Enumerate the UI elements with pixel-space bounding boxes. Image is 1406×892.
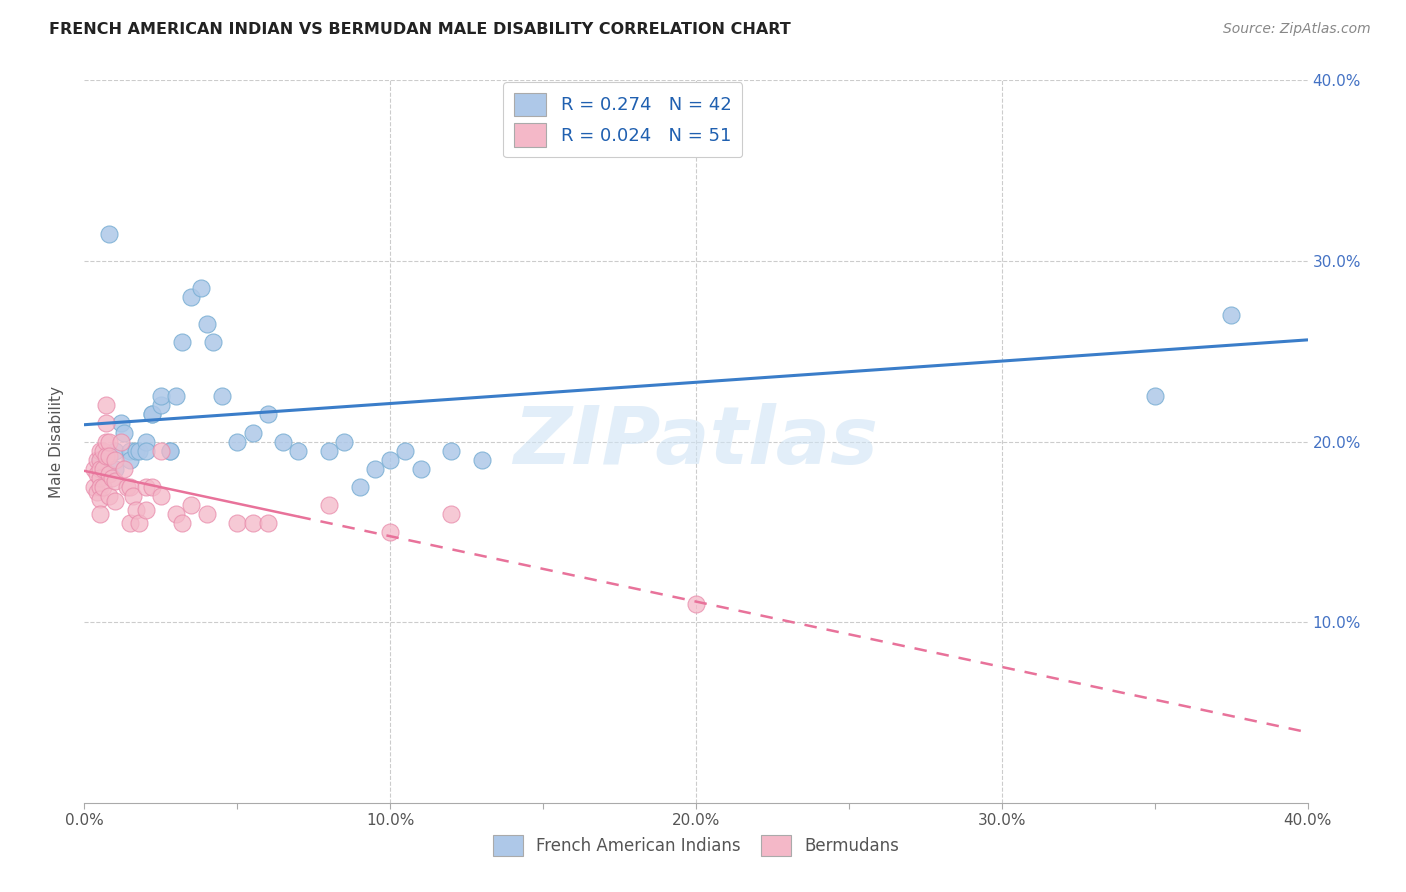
- Point: [141, 480, 163, 494]
- Point: [165, 389, 187, 403]
- Point: [120, 480, 142, 494]
- Point: [104, 452, 127, 467]
- Point: [97, 449, 120, 463]
- Point: [201, 335, 224, 350]
- Point: [364, 461, 387, 475]
- Point: [141, 408, 163, 422]
- Text: ZIPatlas: ZIPatlas: [513, 402, 879, 481]
- Point: [135, 434, 157, 449]
- Point: [685, 136, 707, 151]
- Point: [195, 507, 218, 521]
- Point: [120, 452, 142, 467]
- Point: [86, 452, 108, 467]
- Point: [104, 494, 127, 508]
- Point: [125, 443, 148, 458]
- Point: [97, 227, 120, 241]
- Point: [112, 425, 135, 440]
- Point: [180, 290, 202, 304]
- Point: [91, 480, 114, 494]
- Point: [257, 516, 280, 530]
- Point: [242, 516, 264, 530]
- Point: [125, 503, 148, 517]
- Point: [409, 461, 432, 475]
- Point: [149, 398, 172, 412]
- Point: [89, 443, 111, 458]
- Point: [149, 443, 172, 458]
- Point: [226, 434, 249, 449]
- Point: [471, 452, 494, 467]
- Point: [112, 461, 135, 475]
- Point: [440, 443, 463, 458]
- Point: [128, 516, 150, 530]
- Point: [120, 443, 142, 458]
- Point: [94, 449, 117, 463]
- Point: [242, 425, 264, 440]
- Text: Source: ZipAtlas.com: Source: ZipAtlas.com: [1223, 22, 1371, 37]
- Point: [83, 461, 105, 475]
- Point: [380, 452, 402, 467]
- Point: [159, 443, 181, 458]
- Point: [685, 597, 707, 611]
- Point: [89, 461, 111, 475]
- Point: [211, 389, 233, 403]
- Point: [349, 480, 371, 494]
- Point: [89, 452, 111, 467]
- Point: [1220, 308, 1243, 322]
- Point: [104, 461, 127, 475]
- Point: [89, 471, 111, 485]
- Point: [226, 516, 249, 530]
- Point: [257, 408, 280, 422]
- Point: [141, 408, 163, 422]
- Point: [135, 503, 157, 517]
- Text: FRENCH AMERICAN INDIAN VS BERMUDAN MALE DISABILITY CORRELATION CHART: FRENCH AMERICAN INDIAN VS BERMUDAN MALE …: [49, 22, 792, 37]
- Point: [97, 434, 120, 449]
- Point: [440, 507, 463, 521]
- Point: [318, 498, 340, 512]
- Point: [271, 434, 294, 449]
- Legend: French American Indians, Bermudans: French American Indians, Bermudans: [486, 829, 905, 863]
- Point: [89, 507, 111, 521]
- Point: [97, 467, 120, 481]
- Point: [180, 498, 202, 512]
- Point: [165, 507, 187, 521]
- Point: [86, 485, 108, 500]
- Point: [190, 281, 212, 295]
- Point: [97, 489, 120, 503]
- Point: [89, 452, 111, 467]
- Point: [110, 434, 132, 449]
- Point: [104, 443, 127, 458]
- Point: [115, 480, 138, 494]
- Point: [94, 398, 117, 412]
- Point: [91, 443, 114, 458]
- Point: [318, 443, 340, 458]
- Point: [1143, 389, 1166, 403]
- Point: [104, 475, 127, 489]
- Y-axis label: Male Disability: Male Disability: [49, 385, 63, 498]
- Point: [94, 417, 117, 431]
- Point: [394, 443, 416, 458]
- Point: [110, 417, 132, 431]
- Point: [287, 443, 309, 458]
- Point: [149, 389, 172, 403]
- Point: [122, 489, 145, 503]
- Point: [333, 434, 356, 449]
- Point: [83, 480, 105, 494]
- Point: [94, 434, 117, 449]
- Point: [89, 492, 111, 507]
- Point: [149, 489, 172, 503]
- Point: [135, 443, 157, 458]
- Point: [91, 461, 114, 475]
- Point: [120, 516, 142, 530]
- Point: [195, 317, 218, 331]
- Point: [128, 443, 150, 458]
- Point: [380, 524, 402, 539]
- Point: [101, 471, 124, 485]
- Point: [86, 467, 108, 481]
- Point: [89, 480, 111, 494]
- Point: [135, 480, 157, 494]
- Point: [172, 335, 194, 350]
- Point: [159, 443, 181, 458]
- Point: [172, 516, 194, 530]
